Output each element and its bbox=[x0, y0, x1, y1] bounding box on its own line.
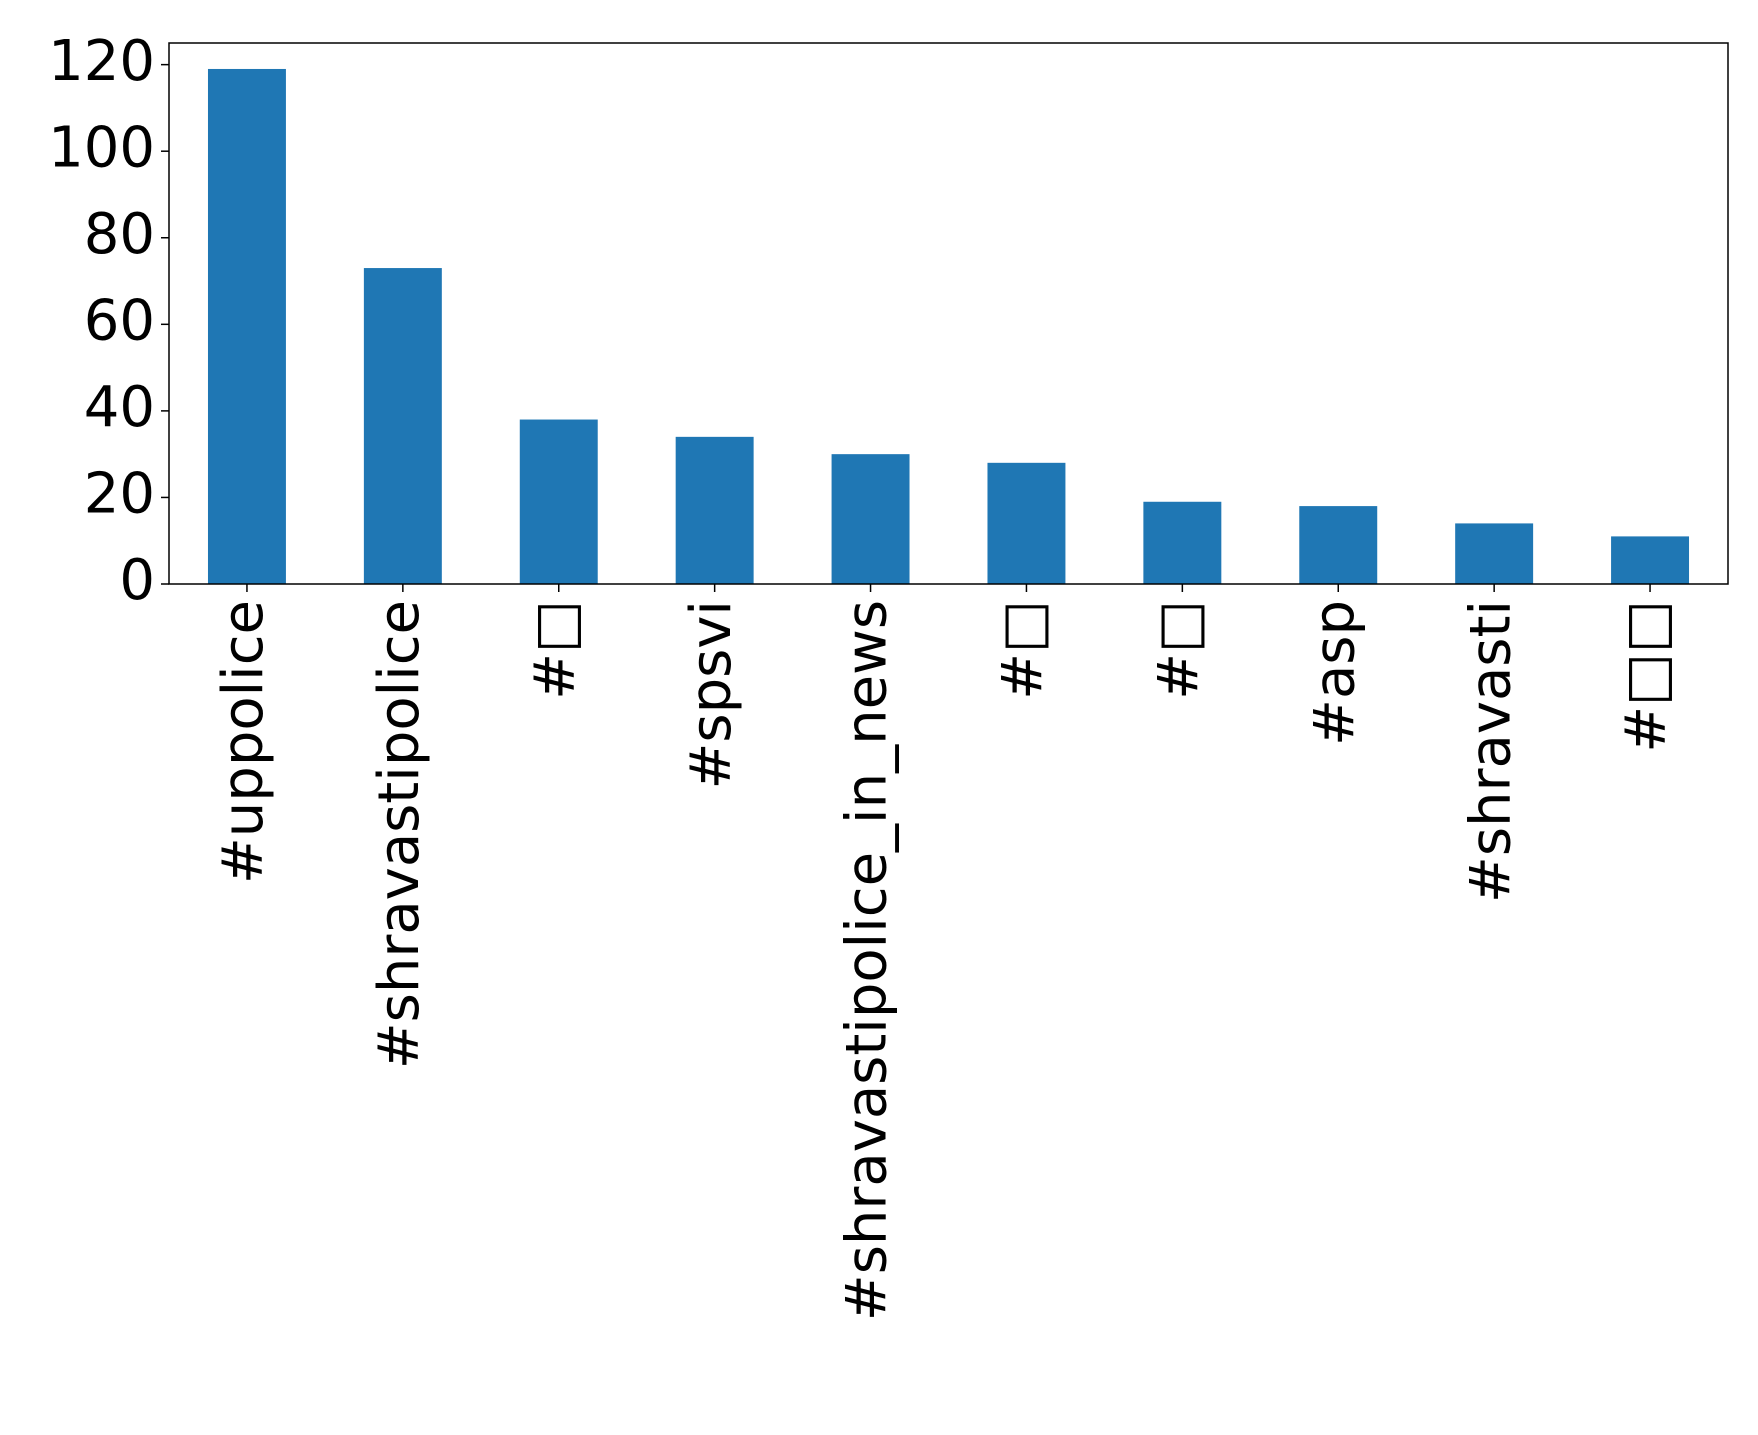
y-tick-label: 40 bbox=[84, 375, 155, 440]
x-tick-label: #shravastipolice_in_news bbox=[835, 600, 900, 1321]
x-tick-label: #□□ bbox=[1614, 600, 1679, 753]
bar bbox=[987, 462, 1066, 584]
y-tick-label: 120 bbox=[48, 29, 155, 94]
bar bbox=[519, 419, 598, 584]
bar bbox=[207, 68, 286, 584]
x-tick-label: #□ bbox=[1146, 600, 1211, 700]
bar bbox=[1455, 523, 1534, 584]
x-tick-label: #□ bbox=[991, 600, 1056, 700]
x-tick-label: #shravasti bbox=[1458, 600, 1523, 903]
bar bbox=[1611, 536, 1690, 584]
bar bbox=[1299, 506, 1378, 584]
x-tick-label: #□ bbox=[523, 600, 588, 700]
x-tick-label: #asp bbox=[1302, 600, 1367, 746]
y-tick-label: 20 bbox=[84, 462, 155, 527]
y-tick-label: 60 bbox=[84, 288, 155, 353]
y-tick-label: 0 bbox=[119, 548, 155, 613]
plot-frame bbox=[168, 42, 1729, 585]
bar bbox=[363, 268, 442, 584]
bar bbox=[1143, 501, 1222, 584]
y-tick-label: 100 bbox=[48, 115, 155, 180]
y-tick-label: 80 bbox=[84, 202, 155, 267]
bar bbox=[675, 436, 754, 584]
x-tick-label: #shravastipolice bbox=[367, 600, 432, 1069]
x-tick-label: #uppolice bbox=[211, 600, 276, 884]
bar bbox=[831, 454, 910, 584]
x-tick-label: #spsvi bbox=[679, 600, 744, 790]
